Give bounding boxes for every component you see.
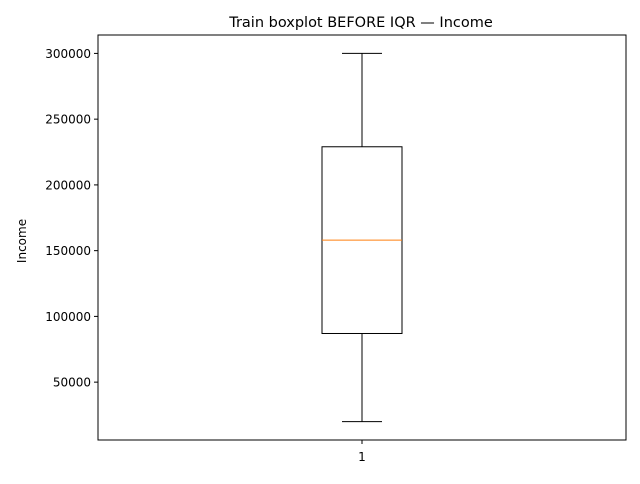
box-series: [321, 52, 403, 423]
y-tick-label: 100000: [45, 310, 91, 324]
y-tick-label: 250000: [45, 113, 91, 127]
chart-title: Train boxplot BEFORE IQR — Income: [228, 15, 493, 31]
y-tick-label: 200000: [45, 178, 91, 192]
y-tick-label: 300000: [45, 47, 91, 61]
x-tick-label: 1: [358, 450, 366, 464]
axes-frame: [97, 34, 627, 441]
y-tick-label: 150000: [45, 244, 91, 258]
x-axis: 1: [358, 440, 366, 464]
y-tick-label: 50000: [53, 376, 91, 390]
y-axis-label: Income: [15, 219, 29, 263]
y-axis: 50000 100000 150000 200000 250000 300000: [45, 47, 98, 390]
